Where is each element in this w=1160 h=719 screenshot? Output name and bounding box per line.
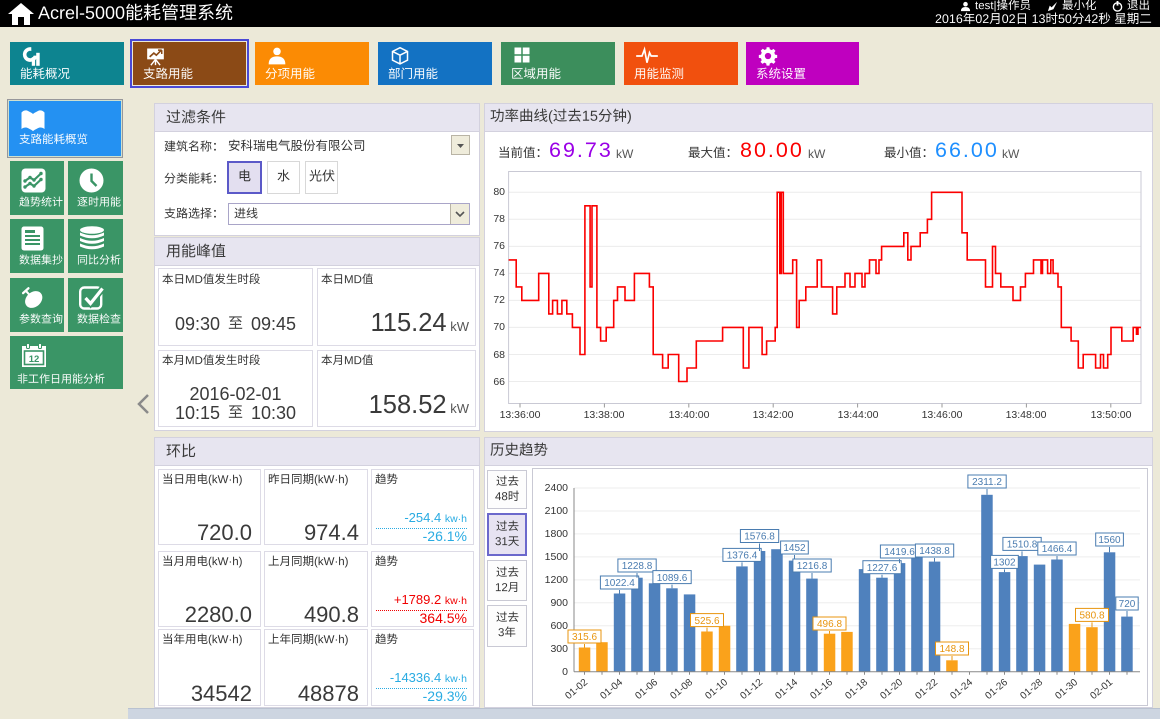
svg-text:525.6: 525.6 [694, 616, 719, 627]
svg-text:1452: 1452 [783, 543, 806, 554]
svg-text:1576.8: 1576.8 [744, 532, 775, 543]
svg-text:720: 720 [1119, 599, 1136, 610]
svg-text:1376.4: 1376.4 [727, 551, 758, 562]
svg-text:1419.6: 1419.6 [884, 547, 915, 558]
svg-text:12: 12 [28, 354, 39, 365]
svg-text:1089.6: 1089.6 [657, 573, 688, 584]
svg-text:580.8: 580.8 [1079, 611, 1104, 622]
svg-text:1560: 1560 [1098, 535, 1121, 546]
svg-text:1302: 1302 [993, 558, 1016, 569]
svg-text:315.6: 315.6 [572, 632, 597, 643]
svg-text:2311.2: 2311.2 [972, 477, 1002, 488]
svg-text:1216.8: 1216.8 [797, 561, 828, 572]
svg-text:1510.8: 1510.8 [1007, 540, 1038, 551]
svg-text:1228.8: 1228.8 [622, 561, 653, 572]
svg-text:1022.4: 1022.4 [604, 578, 635, 589]
svg-text:496.8: 496.8 [817, 619, 842, 630]
svg-text:1227.6: 1227.6 [867, 563, 898, 574]
svg-text:148.8: 148.8 [939, 644, 964, 655]
svg-text:1466.4: 1466.4 [1042, 544, 1073, 555]
svg-text:1438.8: 1438.8 [919, 546, 950, 557]
